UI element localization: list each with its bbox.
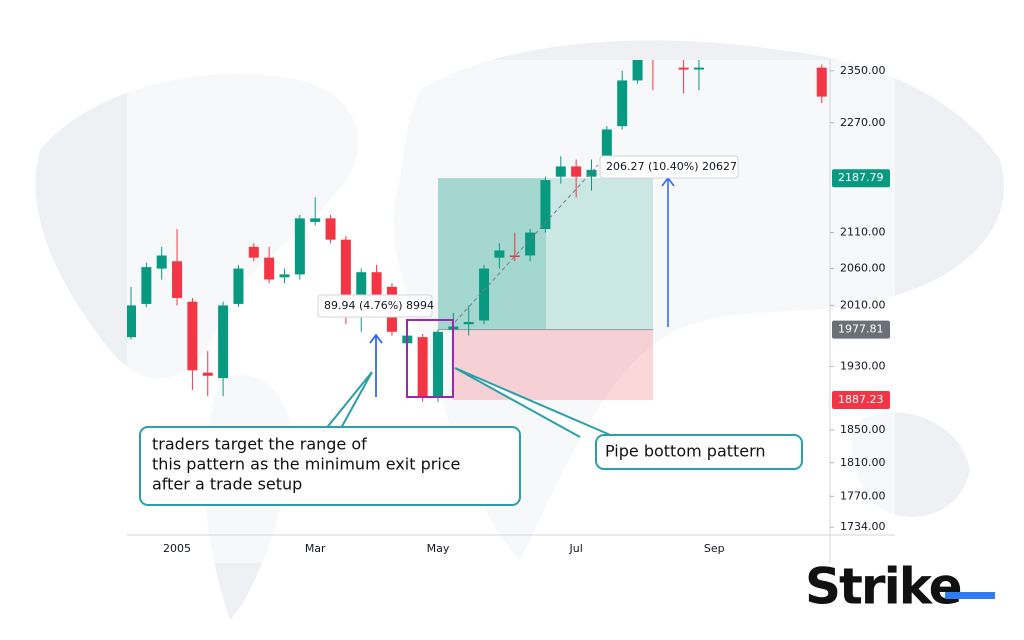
callout-box bbox=[595, 434, 803, 470]
candle-body bbox=[310, 218, 321, 222]
price-badge bbox=[832, 320, 890, 339]
callout-text: after a trade setup bbox=[152, 475, 302, 494]
candle-body bbox=[233, 268, 244, 304]
price-badge bbox=[832, 391, 890, 410]
measure-label-box bbox=[599, 155, 739, 179]
candle-body bbox=[156, 255, 167, 269]
candle-body bbox=[678, 67, 689, 70]
y-tick-label: 1930.00 bbox=[840, 359, 886, 372]
candle-body bbox=[325, 218, 336, 240]
measure-label: 206.27 (10.40%) 20627 bbox=[606, 160, 737, 173]
candle-body bbox=[356, 272, 367, 310]
callout-pointer bbox=[324, 371, 373, 431]
price-badge bbox=[832, 169, 890, 188]
candle-body bbox=[294, 218, 305, 275]
x-tick-label: 2005 bbox=[163, 542, 191, 555]
candle-body bbox=[555, 166, 566, 177]
candle-body bbox=[494, 250, 505, 258]
candle-body bbox=[264, 257, 275, 280]
candle-body bbox=[601, 129, 612, 164]
candle-body bbox=[218, 305, 229, 379]
y-tick-label: 2060.00 bbox=[840, 262, 886, 275]
x-tick-label: Mar bbox=[305, 542, 326, 555]
drawings: 89.94 (4.76%) 8994 206.27 (10.40%) 20627 t… bbox=[139, 155, 803, 506]
axes: 2350.00 2270.00 2110.00 2060.00 2010.00 1930.… bbox=[163, 64, 890, 555]
logo: Strike bbox=[805, 558, 995, 616]
y-tick-label: 2110.00 bbox=[840, 226, 886, 239]
candle-body bbox=[509, 255, 520, 257]
pattern-box bbox=[406, 319, 454, 398]
candle-body bbox=[340, 239, 351, 306]
candle-body bbox=[417, 337, 428, 398]
candle-body bbox=[127, 305, 136, 338]
x-tick-label: Sep bbox=[704, 542, 725, 555]
y-tick-label: 1850.00 bbox=[840, 423, 886, 436]
callout-box bbox=[139, 426, 521, 506]
candle-body bbox=[525, 232, 536, 256]
logo-text: Strike bbox=[805, 558, 961, 616]
candle-body bbox=[693, 67, 704, 70]
price-badge-label: 1887.23 bbox=[838, 393, 884, 406]
x-tick-label: Jul bbox=[569, 542, 583, 555]
callout-text: this pattern as the minimum exit price bbox=[152, 455, 460, 474]
candle-body bbox=[433, 331, 443, 398]
logo-accent bbox=[945, 592, 995, 599]
y-tick-label: 1810.00 bbox=[840, 456, 886, 469]
candle-body bbox=[617, 80, 628, 127]
y-tick-label: 1734.00 bbox=[840, 520, 886, 533]
candle-body bbox=[172, 261, 183, 298]
y-tick-label: 2350.00 bbox=[840, 64, 886, 77]
price-badge-label: 2187.79 bbox=[838, 171, 884, 184]
y-tick-label: 1770.00 bbox=[840, 489, 886, 502]
callout-pointer bbox=[454, 367, 616, 438]
candle-body bbox=[371, 272, 382, 306]
candle-body bbox=[479, 268, 490, 321]
arrow-head bbox=[369, 333, 383, 344]
candle-body bbox=[586, 169, 597, 177]
candle-body bbox=[463, 321, 474, 325]
x-tick-label: May bbox=[427, 542, 450, 555]
candle-body bbox=[816, 67, 827, 97]
callout-text: Pipe bottom pattern bbox=[605, 442, 766, 461]
candle-body bbox=[187, 301, 198, 371]
callout-text: traders target the range of bbox=[152, 435, 367, 454]
y-tick-label: 2270.00 bbox=[840, 116, 886, 129]
candle-body bbox=[279, 274, 290, 278]
trend-dash bbox=[454, 164, 599, 323]
candle-body bbox=[540, 180, 551, 229]
candle-body bbox=[248, 246, 259, 258]
loss-zone bbox=[453, 329, 653, 401]
measure-label-box bbox=[317, 294, 433, 318]
price-badge-label: 1977.81 bbox=[838, 323, 884, 336]
candle-body bbox=[632, 60, 643, 81]
candle-body bbox=[571, 166, 582, 177]
measure-label: 89.94 (4.76%) 8994 bbox=[324, 299, 434, 312]
y-tick-label: 2010.00 bbox=[840, 298, 886, 311]
candle-body bbox=[202, 372, 213, 376]
candle-body bbox=[141, 267, 152, 304]
position-zones bbox=[438, 178, 653, 401]
